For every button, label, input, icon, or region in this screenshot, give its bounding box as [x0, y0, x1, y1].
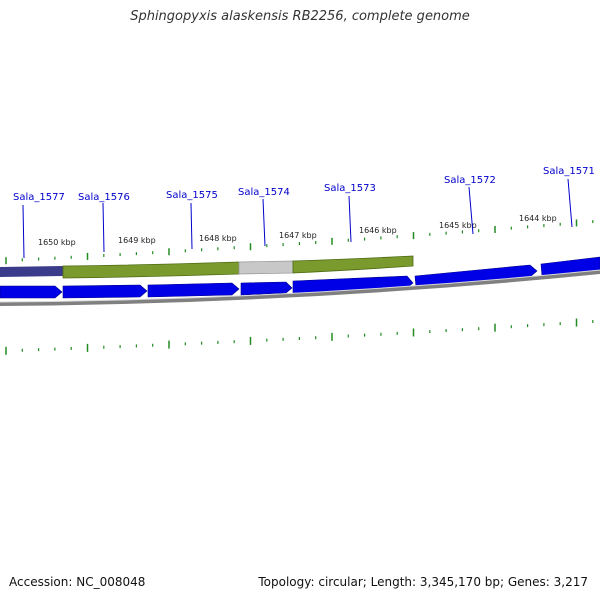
leader-line	[262, 198, 266, 247]
gene-arrow[interactable]	[240, 281, 293, 296]
leader-line	[567, 178, 573, 228]
inner-tick-marks	[5, 318, 594, 355]
gene-arrow[interactable]	[147, 282, 240, 298]
genome-backbone	[0, 270, 600, 306]
outer-tick-marks	[5, 219, 594, 265]
leader-line	[468, 186, 474, 235]
genome-backbone-highlight	[0, 269, 600, 303]
gene-label-sala-1571[interactable]: Sala_1571	[543, 166, 595, 177]
gene-arrow-track	[0, 256, 600, 299]
gene-label-sala-1573[interactable]: Sala_1573	[324, 183, 376, 194]
kbp-label: 1644 kbp	[519, 214, 557, 223]
map-title: Sphingopyxis alaskensis RB2256, complete…	[130, 9, 470, 24]
kbp-label: 1645 kbp	[439, 221, 477, 230]
accession-text: Accession: NC_008048	[9, 575, 146, 589]
gene-arrow[interactable]	[62, 284, 148, 299]
leader-line	[190, 202, 193, 250]
olive-feature-left[interactable]	[62, 261, 240, 279]
feature-track	[0, 255, 414, 279]
purple-feature[interactable]	[0, 266, 63, 277]
kbp-label: 1650 kbp	[38, 238, 76, 247]
gene-leader-lines	[22, 178, 573, 259]
gene-arrow[interactable]	[414, 264, 538, 288]
gene-label-sala-1576[interactable]: Sala_1576	[78, 192, 130, 203]
olive-feature-right[interactable]	[292, 255, 414, 274]
kbp-label: 1648 kbp	[199, 234, 237, 243]
gene-label-sala-1577[interactable]: Sala_1577	[13, 192, 65, 203]
gene-label-group: Sala_1577 Sala_1576 Sala_1575 Sala_1574 …	[13, 166, 595, 203]
leader-line	[348, 195, 352, 243]
gene-label-sala-1572[interactable]: Sala_1572	[444, 175, 496, 186]
kbp-label-group: 1650 kbp 1649 kbp 1648 kbp 1647 kbp 1646…	[38, 214, 557, 247]
gene-label-sala-1574[interactable]: Sala_1574	[238, 187, 290, 198]
leader-line	[102, 202, 105, 253]
gene-arrow[interactable]	[292, 275, 414, 295]
kbp-label: 1647 kbp	[279, 231, 317, 240]
grey-feature[interactable]	[238, 260, 294, 275]
gene-arrow[interactable]	[0, 285, 63, 299]
kbp-label: 1649 kbp	[118, 236, 156, 245]
gene-label-sala-1575[interactable]: Sala_1575	[166, 190, 218, 201]
leader-line	[22, 204, 25, 259]
genome-stats-text: Topology: circular; Length: 3,345,170 bp…	[258, 575, 588, 589]
kbp-label: 1646 kbp	[359, 226, 397, 235]
